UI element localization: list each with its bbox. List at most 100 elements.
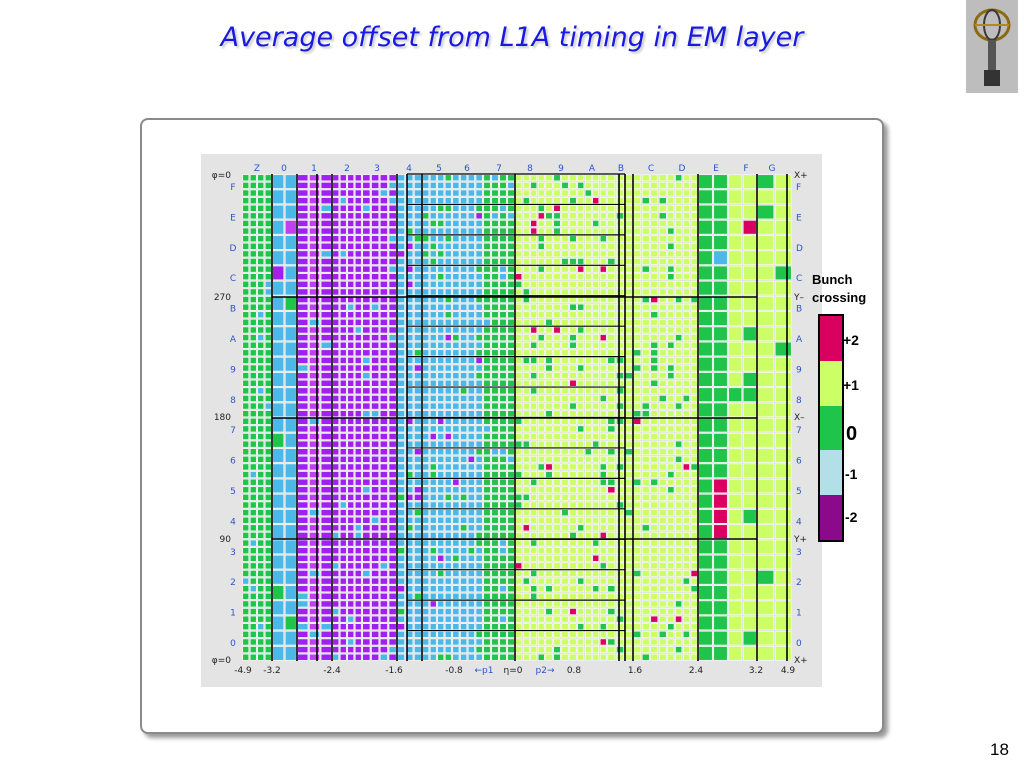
heatmap-cell [659,433,667,440]
heatmap-cell [371,494,379,501]
heatmap-cell [515,227,522,235]
heatmap-cell [515,319,522,326]
heatmap-cell [569,182,577,189]
heatmap-cell [460,600,467,608]
heatmap-cell [242,220,249,227]
heatmap-cell [475,608,483,615]
heatmap-cell [309,235,320,242]
heatmap-cell [414,319,422,326]
heatmap-cell [675,501,682,509]
heatmap-cell [659,524,667,532]
heatmap-cell [659,547,667,554]
heatmap-cell [430,600,437,608]
heatmap-cell [667,235,675,242]
heatmap-cell [257,463,264,471]
heatmap-cell [683,547,690,554]
heatmap-cell [600,547,607,554]
heatmap-cell [600,448,607,455]
heatmap-cell [775,311,792,326]
heatmap-cell [530,410,537,417]
heatmap-cell [698,494,713,509]
phi-tick-label: φ=0 [212,171,231,181]
heatmap-cell [422,524,429,532]
heatmap-cell [675,433,682,440]
heatmap-cell [675,319,682,326]
heatmap-cell [340,509,347,516]
heatmap-cell [475,364,483,372]
heatmap-cell [683,387,690,395]
heatmap-cell [616,174,624,182]
heatmap-cell [388,265,397,273]
heatmap-cell [380,463,388,471]
heatmap-cell [397,220,405,227]
heatmap-cell [667,547,675,554]
heatmap-cell [347,197,354,204]
heatmap-cell [332,265,339,273]
heatmap-cell [242,204,249,212]
heatmap-cell [616,189,624,197]
heatmap-cell [422,509,429,516]
heatmap-cell [675,372,682,379]
heatmap-cell [530,593,537,600]
heatmap-cell [422,646,429,653]
heatmap-cell [616,182,624,189]
heatmap-cell [297,631,309,638]
heatmap-cell [553,212,561,220]
heatmap-cell [683,418,690,425]
heatmap-cell [347,372,354,379]
heatmap-cell [728,631,742,646]
heatmap-cell [445,204,452,212]
heatmap-cell [577,532,584,539]
heatmap-cell [642,326,650,334]
heatmap-cell [743,372,757,387]
heatmap-cell [257,577,264,585]
heatmap-cell [309,524,320,532]
heatmap-cell [499,524,507,532]
heatmap-cell [659,212,667,220]
heatmap-cell [265,372,272,379]
heatmap-cell [690,349,698,357]
heatmap-cell [607,303,616,311]
heatmap-cell [659,258,667,265]
heatmap-cell [642,456,650,463]
heatmap-cell [561,509,569,516]
eta-tick-label: 2.4 [689,666,704,676]
heatmap-cell [250,334,257,341]
heatmap-cell [728,281,742,296]
heatmap-cell [483,243,491,250]
heatmap-cell [499,319,507,326]
heatmap-cell [347,623,354,631]
heatmap-cell [297,265,309,273]
heatmap-cell [362,265,371,273]
heatmap-cell [285,418,297,433]
heatmap-cell [340,593,347,600]
heatmap-cell [380,182,388,189]
heatmap-cell [445,456,452,463]
heatmap-cell [523,372,530,379]
heatmap-cell [607,501,616,509]
heatmap-cell [600,258,607,265]
heatmap-cell [355,326,362,334]
heatmap-cell [437,235,444,242]
heatmap-cell [320,638,332,646]
heatmap-cell [600,410,607,417]
heatmap-cell [553,349,561,357]
heatmap-cell [675,250,682,258]
heatmap-cell [743,433,757,448]
heatmap-gridlines [271,173,788,661]
heatmap-cell [355,197,362,204]
heatmap-cell [452,532,460,539]
heatmap-cell [347,387,354,395]
heatmap-cell [561,433,569,440]
heatmap-cell [297,547,309,554]
heatmap-cell [683,471,690,478]
heatmap-cell [775,615,792,631]
heatmap-cell [309,212,320,220]
heatmap-cell [683,380,690,387]
heatmap-cell [585,646,592,653]
heatmap-cell [257,380,264,387]
heatmap-cell [320,577,332,585]
heatmap-cell [616,303,624,311]
legend-swatch-plus1 [820,360,842,406]
heatmap-cell [545,418,553,425]
